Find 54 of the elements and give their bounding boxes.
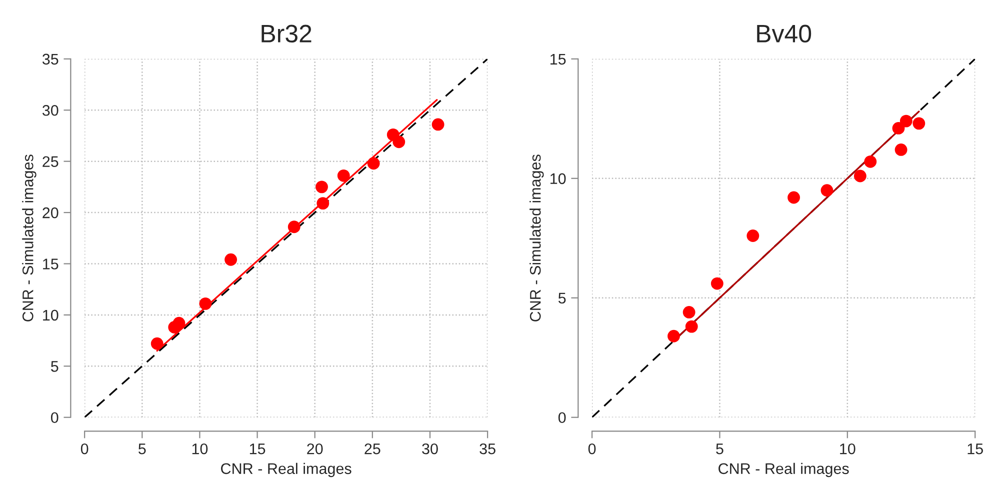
y-axis-title: CNR - Simulated images [22,154,36,322]
y-tick-label: 30 [42,104,58,116]
x-tick-label: 15 [968,444,983,454]
point [367,157,380,170]
y-tick-label: 15 [550,54,566,65]
x-tick-label: 0 [588,443,596,454]
point [682,306,696,318]
point [892,122,905,134]
x-tick-label: 25 [364,443,380,454]
point [316,197,330,210]
point [337,169,350,182]
y-tick-label: 0 [50,412,58,424]
y-tick-label: 5 [50,361,58,372]
y-tick-label: 20 [42,207,58,218]
point [668,330,680,342]
point [864,155,877,168]
point [820,184,834,197]
x-tick-label: 30 [422,443,438,454]
x-axis-title: CNR - Real images [221,462,352,478]
y-tick-label: 25 [42,156,58,168]
y-tick-label: 35 [42,54,58,65]
point [432,118,444,131]
y-tick-label: 10 [43,310,58,321]
point [288,220,300,234]
chart-title: Bv40 [757,24,812,42]
x-tick-label: 5 [138,444,146,454]
chart-title: Br32 [262,24,312,42]
point [172,316,186,330]
x-tick-label: 35 [480,443,496,454]
point [746,230,760,242]
y-tick-label: 15 [43,258,58,270]
x-tick-label: 10 [192,443,208,454]
x-tick-label: 20 [307,443,323,454]
point [894,144,908,156]
point [788,191,800,204]
y-tick-label: 5 [558,292,566,304]
x-tick-label: 10 [840,443,856,454]
point [150,337,164,350]
point [900,114,912,128]
point [854,170,866,182]
point [685,320,698,333]
point [710,277,724,290]
y-tick-label: 0 [558,412,566,424]
y-tick-label: 10 [550,173,566,184]
point [224,253,238,266]
y-axis-title: CNR - Simulated images [530,154,544,322]
point [316,180,328,194]
point [912,117,926,130]
x-tick-label: 5 [716,444,724,454]
x-axis-title: CNR - Real images [718,462,849,478]
point [392,136,406,148]
x-tick-label: 0 [80,443,88,454]
x-tick-label: 15 [250,444,266,454]
point [199,297,212,310]
